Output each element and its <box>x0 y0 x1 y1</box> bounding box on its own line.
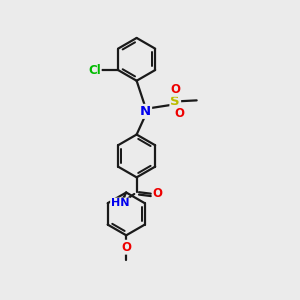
Text: HN: HN <box>111 199 130 208</box>
Text: O: O <box>121 241 131 254</box>
Text: O: O <box>153 187 163 200</box>
Text: Cl: Cl <box>88 64 101 76</box>
Text: O: O <box>175 107 185 120</box>
Text: N: N <box>140 105 151 118</box>
Text: S: S <box>170 95 180 108</box>
Text: O: O <box>170 83 180 96</box>
